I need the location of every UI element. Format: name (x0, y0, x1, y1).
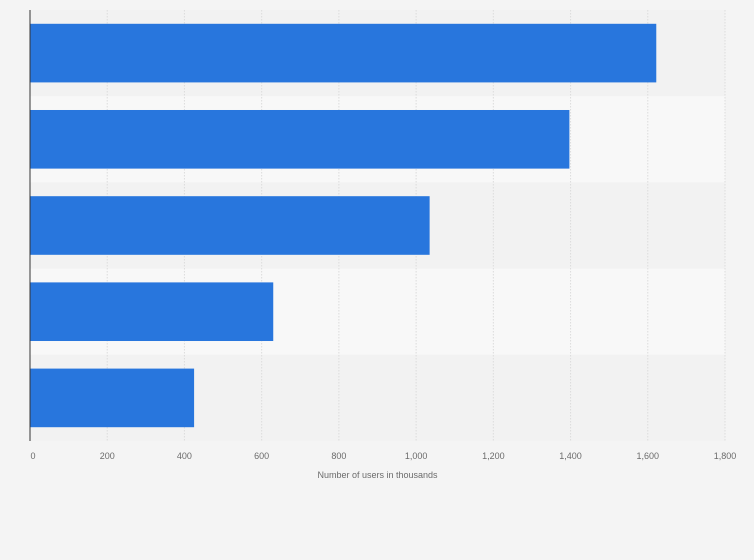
x-tick-label: 200 (100, 451, 115, 461)
bars (30, 23, 657, 428)
x-tick-label: 1,200 (482, 451, 505, 461)
x-axis-ticks: 0 200 400 600 800 1,000 1,200 1,400 1,600 1,800 (30, 451, 736, 461)
bar (30, 109, 570, 169)
x-tick-label: 600 (254, 451, 269, 461)
x-tick-label: 1,600 (637, 451, 660, 461)
x-axis-title: Number of users in thousands (317, 470, 438, 480)
x-tick-label: 1,400 (559, 451, 582, 461)
x-tick-label: 0 (30, 451, 35, 461)
x-tick-label: 800 (331, 451, 346, 461)
bar (30, 282, 274, 342)
bar (30, 23, 657, 83)
x-tick-label: 1,800 (714, 451, 737, 461)
bar (30, 368, 195, 428)
x-tick-label: 1,000 (405, 451, 428, 461)
x-tick-label: 400 (177, 451, 192, 461)
bar (30, 196, 430, 255)
